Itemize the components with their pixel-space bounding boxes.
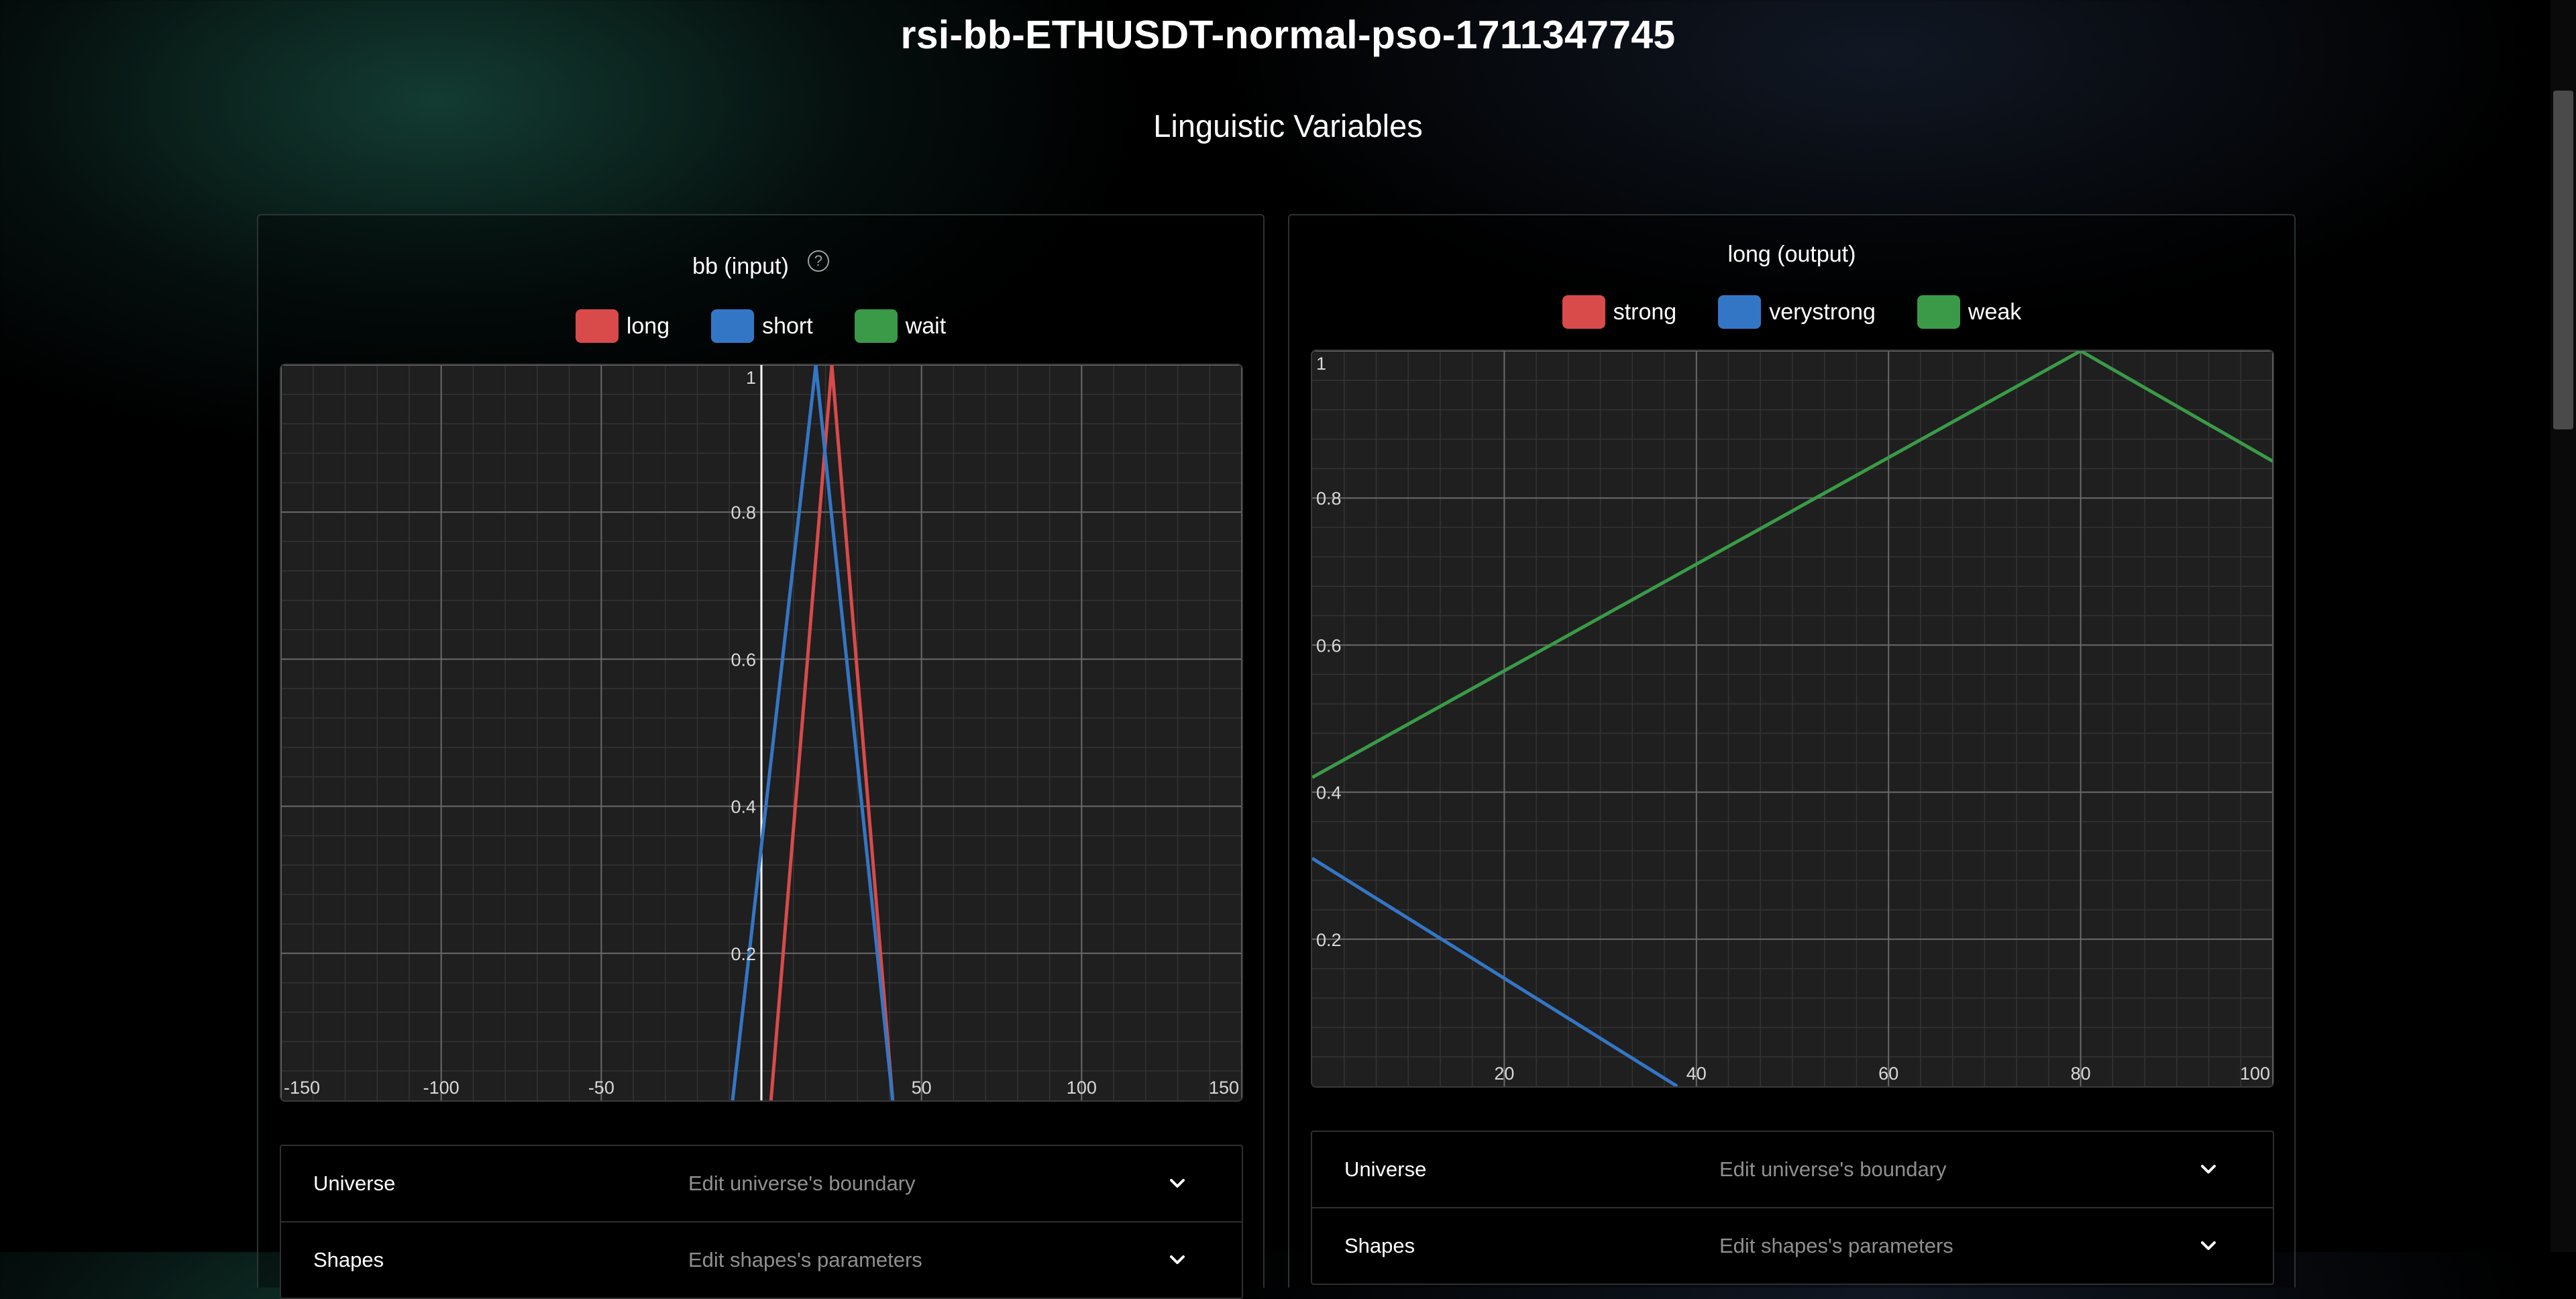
- x-tick-label: -50: [588, 1078, 614, 1098]
- scrollbar-thumb[interactable]: [2553, 91, 2573, 429]
- legend-item-weak[interactable]: weak: [1917, 295, 2021, 329]
- series-line-short: [731, 365, 895, 1100]
- y-tick-label: 0.8: [1316, 488, 1342, 509]
- legend-item-wait[interactable]: wait: [854, 309, 947, 343]
- legend-swatch: [854, 309, 898, 343]
- x-tick-label: 60: [1878, 1063, 1898, 1084]
- accordion-description: Edit universe's boundary: [1719, 1157, 1947, 1181]
- legend-item-strong[interactable]: strong: [1562, 295, 1677, 329]
- legend-swatch: [575, 309, 619, 343]
- y-tick-label: 0.4: [731, 797, 756, 817]
- accordion-description: Edit shapes's parameters: [688, 1248, 922, 1271]
- chevron-down-icon: [1170, 1179, 1185, 1188]
- accordion-shapes[interactable]: Shapes Edit shapes's parameters: [1312, 1208, 2273, 1284]
- card-title: long (output): [1289, 241, 2294, 268]
- page-title: rsi-bb-ETHUSDT-normal-pso-1711347745: [900, 13, 1676, 57]
- variable-card-bb: bb (input) ? long short wait -150 -100 -50…: [257, 214, 1265, 1299]
- accordion-description: Edit shapes's parameters: [1719, 1234, 1953, 1257]
- card-title-text: long (output): [1727, 242, 1856, 267]
- section-title: Linguistic Variables: [1153, 108, 1423, 144]
- chevron-down-icon: [2201, 1241, 2216, 1250]
- settings-accordion: Universe Edit universe's boundary Shapes…: [280, 1145, 1243, 1299]
- y-tick-label: 0.2: [1316, 930, 1342, 950]
- accordion-label: Shapes: [1344, 1234, 1415, 1257]
- series-line-weak: [1312, 351, 2273, 779]
- x-tick-label: 100: [1067, 1078, 1097, 1098]
- legend-swatch: [1562, 295, 1605, 329]
- accordion-label: Shapes: [313, 1248, 384, 1271]
- page-scrollbar[interactable]: [2551, 0, 2576, 1252]
- chart-svg: 20 40 60 80 100 0.2 0.4 0.6 0.8 1: [1312, 351, 2273, 1086]
- membership-chart-bb[interactable]: -150 -100 -50 50 100 150 0.2 0.4 0.6 0.8 1: [280, 364, 1243, 1102]
- series-line-verystrong: [1312, 857, 1678, 1086]
- legend-label: weak: [1968, 299, 2022, 325]
- chevron-down-icon: [1170, 1255, 1185, 1264]
- legend-item-long[interactable]: long: [575, 309, 670, 343]
- x-tick-label: 80: [2071, 1063, 2091, 1084]
- variable-card-long: long (output) strong verystrong weak 20 4…: [1288, 214, 2296, 1288]
- x-tick-label: 150: [1209, 1078, 1239, 1098]
- y-tick-label: 0.8: [731, 503, 756, 523]
- x-tick-label: -150: [284, 1078, 320, 1098]
- chevron-down-icon: [2201, 1165, 2216, 1174]
- membership-chart-long[interactable]: 20 40 60 80 100 0.2 0.4 0.6 0.8 1: [1311, 350, 2274, 1088]
- legend-label: verystrong: [1769, 299, 1876, 325]
- x-tick-label: 40: [1686, 1063, 1707, 1084]
- y-tick-label: 0.2: [731, 944, 756, 964]
- accordion-universe[interactable]: Universe Edit universe's boundary: [281, 1146, 1242, 1223]
- card-title: bb (input) ?: [258, 250, 1263, 280]
- settings-accordion: Universe Edit universe's boundary Shapes…: [1311, 1131, 2274, 1285]
- chart-legend: strong verystrong weak: [1289, 295, 2294, 329]
- y-tick-label: 1: [746, 368, 756, 388]
- x-tick-label: 100: [2240, 1063, 2270, 1084]
- y-tick-label: 0.4: [1316, 783, 1342, 803]
- accordion-label: Universe: [313, 1172, 396, 1195]
- legend-item-verystrong[interactable]: verystrong: [1718, 295, 1876, 329]
- accordion-description: Edit universe's boundary: [688, 1172, 916, 1195]
- legend-label: short: [762, 313, 813, 339]
- legend-swatch: [711, 309, 755, 343]
- y-tick-label: 0.6: [1316, 635, 1342, 656]
- accordion-label: Universe: [1344, 1157, 1427, 1181]
- card-title-text: bb (input): [692, 254, 789, 279]
- help-icon[interactable]: ?: [807, 250, 829, 272]
- x-tick-label: 50: [912, 1078, 932, 1098]
- x-tick-label: -100: [423, 1078, 460, 1098]
- legend-label: strong: [1613, 299, 1677, 325]
- chart-legend: long short wait: [258, 309, 1263, 343]
- x-tick-label: 20: [1494, 1063, 1514, 1084]
- legend-swatch: [1917, 295, 1960, 329]
- accordion-universe[interactable]: Universe Edit universe's boundary: [1312, 1132, 2273, 1208]
- legend-swatch: [1718, 295, 1762, 329]
- legend-item-short[interactable]: short: [711, 309, 813, 343]
- y-tick-label: 0.6: [731, 650, 756, 670]
- legend-label: wait: [905, 313, 947, 339]
- series-line-long: [769, 365, 895, 1100]
- legend-label: long: [626, 313, 670, 339]
- chart-svg: -150 -100 -50 50 100 150 0.2 0.4 0.6 0.8 1: [281, 365, 1242, 1100]
- accordion-shapes[interactable]: Shapes Edit shapes's parameters: [281, 1223, 1242, 1298]
- y-tick-label: 1: [1316, 354, 1326, 374]
